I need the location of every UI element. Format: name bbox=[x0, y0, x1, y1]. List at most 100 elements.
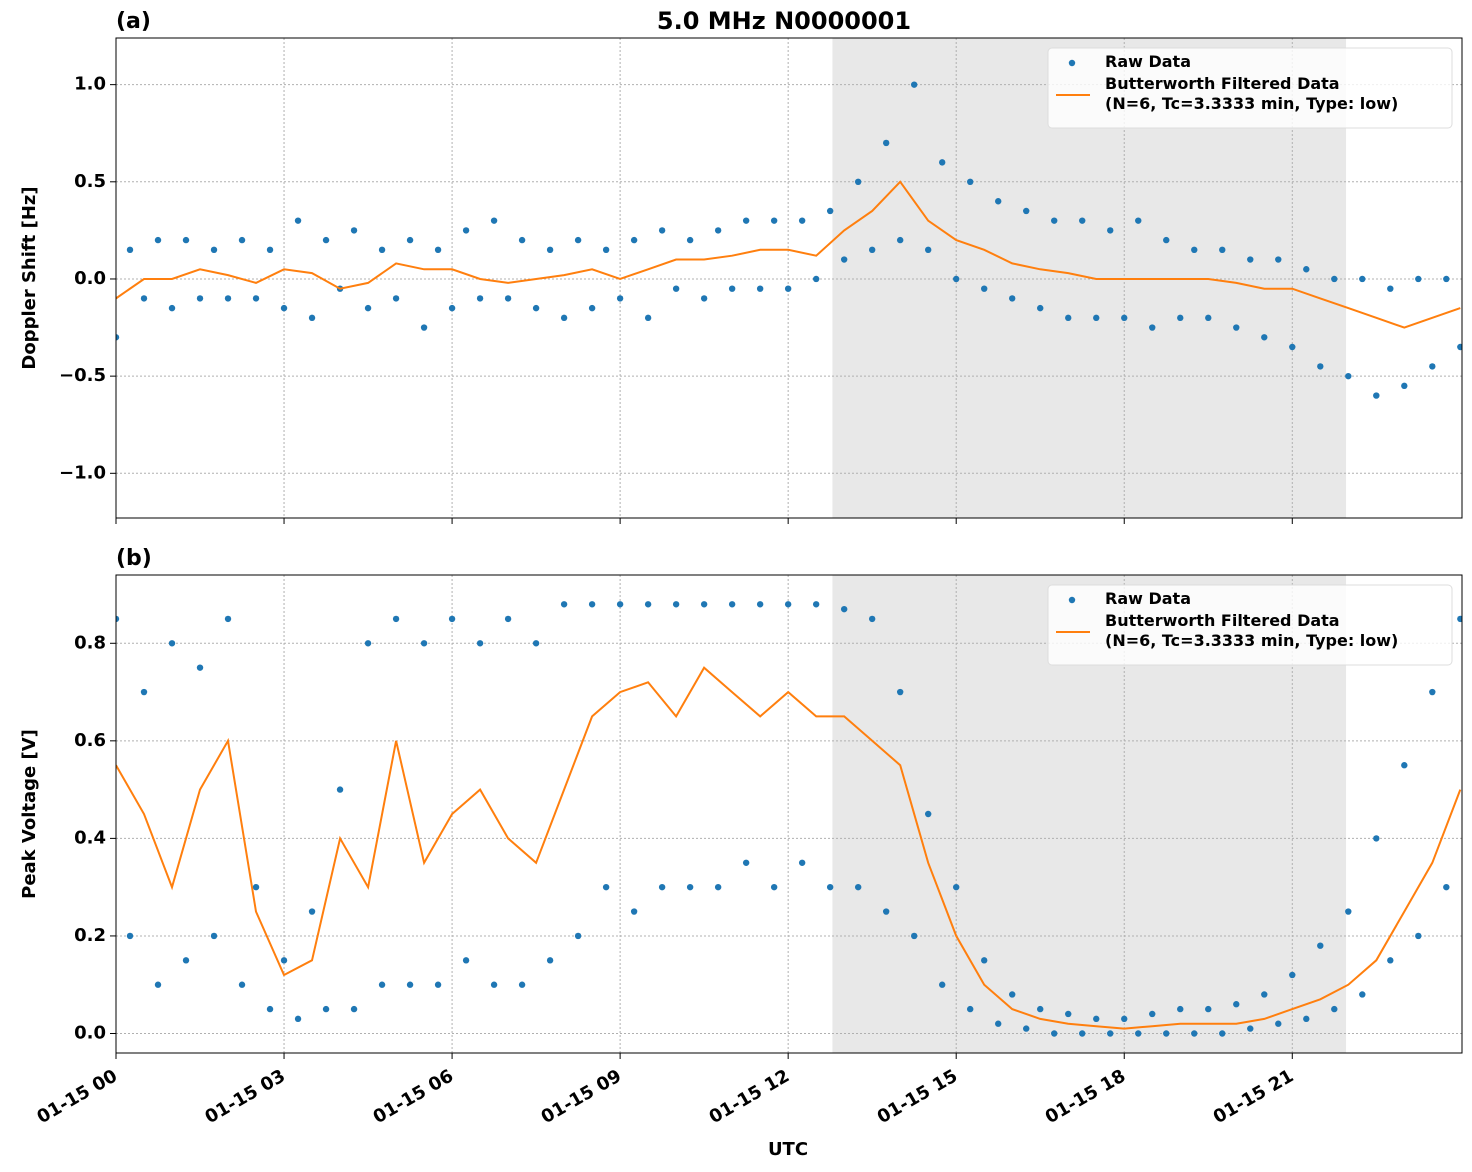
raw-point bbox=[1261, 334, 1268, 341]
raw-point bbox=[1401, 762, 1408, 769]
raw-point bbox=[658, 883, 666, 891]
raw-point bbox=[224, 615, 232, 623]
x-tick-label: 01-15 00 bbox=[34, 1065, 121, 1128]
raw-point bbox=[392, 295, 400, 302]
y-tick-label: 1.0 bbox=[74, 74, 106, 95]
raw-point bbox=[938, 159, 946, 166]
raw-point bbox=[336, 786, 344, 793]
raw-point bbox=[1219, 246, 1226, 254]
raw-point bbox=[784, 285, 792, 292]
raw-point bbox=[224, 295, 232, 302]
raw-point bbox=[280, 957, 288, 964]
raw-point bbox=[532, 640, 540, 647]
raw-point bbox=[644, 601, 652, 608]
raw-point bbox=[1289, 971, 1296, 979]
raw-point bbox=[1121, 314, 1128, 322]
raw-point bbox=[532, 304, 540, 312]
raw-point bbox=[967, 178, 974, 186]
raw-point bbox=[420, 640, 428, 647]
plot-area bbox=[116, 81, 1462, 399]
raw-point bbox=[546, 246, 554, 254]
raw-point bbox=[574, 236, 582, 244]
raw-point bbox=[1373, 392, 1380, 399]
y-tick-label: 0.8 bbox=[74, 632, 106, 653]
raw-point bbox=[140, 688, 148, 696]
legend-marker bbox=[1068, 596, 1076, 604]
plot-area bbox=[116, 601, 1462, 1037]
raw-point bbox=[154, 236, 162, 244]
raw-point bbox=[238, 236, 246, 244]
raw-point bbox=[756, 601, 764, 608]
raw-point bbox=[1317, 363, 1324, 370]
raw-point bbox=[798, 217, 806, 224]
raw-point bbox=[854, 178, 862, 186]
raw-point bbox=[616, 295, 624, 302]
raw-point bbox=[238, 981, 246, 988]
raw-point bbox=[714, 227, 722, 234]
raw-point bbox=[770, 217, 778, 224]
raw-point bbox=[896, 688, 904, 696]
raw-point bbox=[1163, 1030, 1170, 1037]
raw-point bbox=[700, 295, 708, 302]
raw-point bbox=[700, 601, 708, 608]
raw-point bbox=[840, 605, 848, 613]
raw-point bbox=[1415, 932, 1422, 940]
raw-point bbox=[182, 236, 190, 244]
raw-point bbox=[1275, 1020, 1282, 1027]
y-axis-label: Doppler Shift [Hz] bbox=[19, 186, 40, 369]
raw-point bbox=[504, 615, 512, 623]
raw-point bbox=[1149, 1010, 1156, 1018]
raw-point bbox=[462, 957, 470, 964]
raw-point bbox=[378, 981, 386, 988]
raw-point bbox=[154, 981, 162, 988]
raw-point bbox=[420, 324, 428, 331]
panel-label: (b) bbox=[116, 546, 152, 571]
raw-point bbox=[1429, 688, 1436, 696]
raw-point bbox=[910, 81, 918, 88]
raw-point bbox=[1359, 275, 1366, 283]
raw-point bbox=[546, 957, 554, 964]
raw-point bbox=[140, 295, 148, 302]
raw-point bbox=[1177, 314, 1184, 322]
raw-point bbox=[812, 601, 820, 608]
raw-point bbox=[1303, 266, 1310, 273]
raw-point bbox=[294, 217, 302, 224]
raw-point bbox=[266, 246, 274, 254]
raw-point bbox=[588, 601, 596, 608]
raw-point bbox=[392, 615, 400, 623]
raw-point bbox=[1415, 275, 1422, 283]
raw-point bbox=[1093, 1015, 1100, 1023]
legend-label: Raw Data bbox=[1105, 589, 1191, 608]
x-tick-label: 01-15 21 bbox=[1210, 1065, 1297, 1128]
legend-label: Butterworth Filtered Data (N=6, Tc=3.333… bbox=[1105, 74, 1399, 113]
raw-point bbox=[981, 957, 988, 964]
raw-point bbox=[1009, 295, 1016, 302]
y-tick-label: 0.5 bbox=[74, 171, 106, 192]
raw-point bbox=[616, 601, 624, 608]
raw-point bbox=[308, 314, 316, 322]
raw-point bbox=[714, 883, 722, 891]
raw-point bbox=[196, 295, 204, 302]
raw-point bbox=[896, 236, 904, 244]
raw-point bbox=[967, 1005, 974, 1013]
raw-point bbox=[1037, 1005, 1044, 1013]
raw-point bbox=[1163, 236, 1170, 244]
raw-point bbox=[981, 285, 988, 292]
raw-point bbox=[1051, 217, 1058, 224]
panel-label: (a) bbox=[116, 9, 151, 34]
raw-point bbox=[756, 285, 764, 292]
raw-point bbox=[406, 981, 414, 988]
raw-point bbox=[952, 275, 960, 283]
legend-marker bbox=[1068, 59, 1076, 67]
y-tick-label: −0.5 bbox=[59, 365, 106, 386]
raw-point bbox=[924, 810, 932, 818]
plot-frame bbox=[115, 37, 1463, 519]
legend-box bbox=[1047, 584, 1453, 666]
raw-point bbox=[1009, 991, 1016, 998]
legend-entry: Raw Data bbox=[1105, 589, 1191, 608]
x-tick-label: 01-15 15 bbox=[874, 1065, 961, 1128]
raw-point bbox=[1345, 908, 1352, 915]
raw-point bbox=[196, 664, 204, 671]
legend-entry: Raw Data bbox=[1105, 52, 1191, 71]
raw-point bbox=[1121, 1015, 1128, 1023]
